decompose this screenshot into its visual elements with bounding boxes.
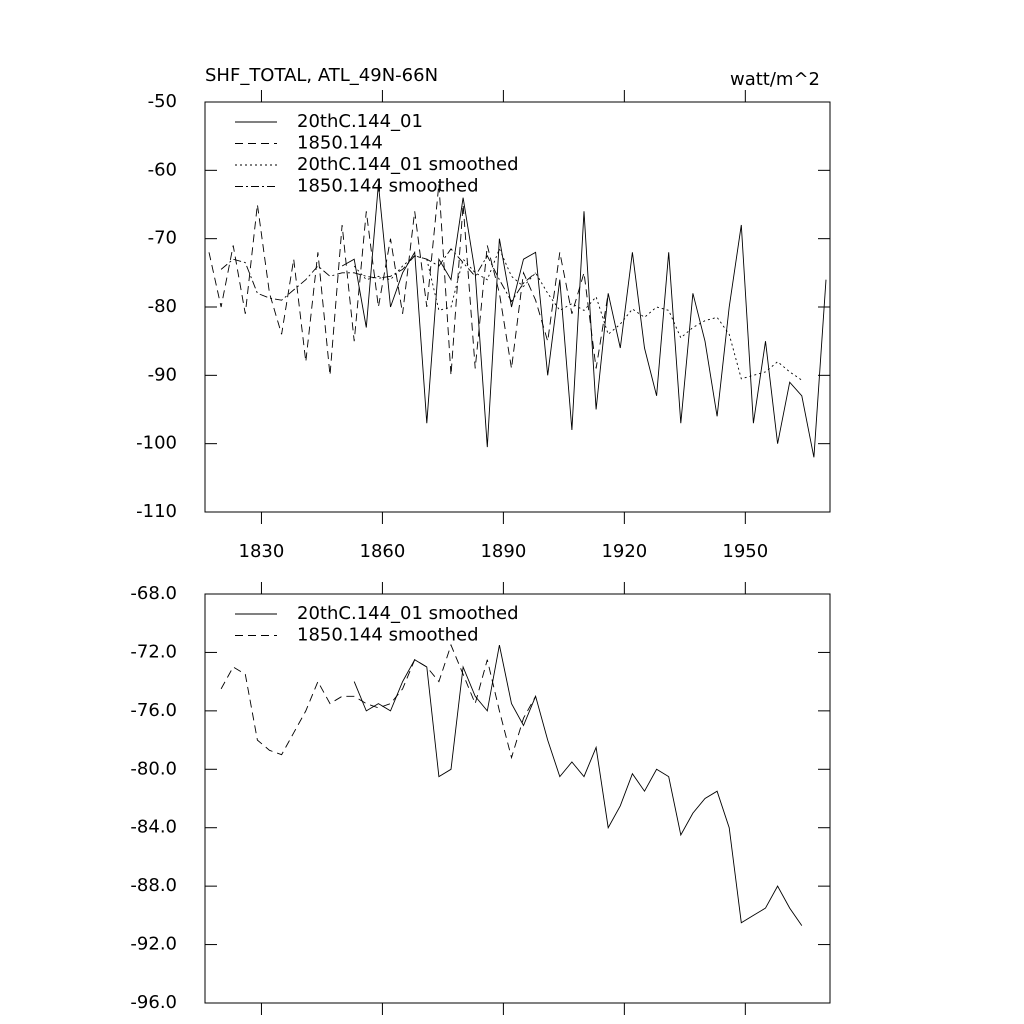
x-tick-label: 1860 bbox=[360, 541, 406, 562]
x-tick-label: 1950 bbox=[722, 541, 768, 562]
y-tick-label: -50 bbox=[148, 91, 177, 112]
legend-label: 20thC.144_01 smoothed bbox=[297, 154, 519, 175]
y-tick-label: -90 bbox=[148, 364, 177, 385]
y-tick-label: -110 bbox=[136, 501, 177, 522]
y-tick-label: -88.0 bbox=[130, 875, 177, 896]
y-tick-label: -60 bbox=[148, 159, 177, 180]
series-line bbox=[220, 248, 536, 303]
x-tick-label: 1830 bbox=[239, 541, 285, 562]
series-line bbox=[208, 183, 609, 376]
y-tick-label: -96.0 bbox=[130, 992, 177, 1013]
series-line bbox=[353, 247, 803, 381]
legend-label: 1850.144 smoothed bbox=[297, 625, 479, 646]
legend-label: 1850.144 smoothed bbox=[297, 176, 479, 197]
legend-label: 20thC.144_01 smoothed bbox=[297, 603, 519, 624]
x-tick-label: 1890 bbox=[480, 541, 526, 562]
x-tick-label: 1920 bbox=[601, 541, 647, 562]
series-line bbox=[220, 643, 536, 760]
y-tick-label: -72.0 bbox=[130, 641, 177, 662]
chart-title: SHF_TOTAL, ATL_49N-66N bbox=[205, 65, 438, 86]
y-tick-label: -92.0 bbox=[130, 934, 177, 955]
y-tick-label: -76.0 bbox=[130, 700, 177, 721]
series-line bbox=[341, 183, 827, 458]
y-tick-label: -100 bbox=[136, 433, 177, 454]
legend-label: 20thC.144_01 bbox=[297, 111, 423, 132]
y-tick-label: -68.0 bbox=[130, 583, 177, 604]
unit-label: watt/m^2 bbox=[730, 69, 820, 90]
y-tick-label: -70 bbox=[148, 228, 177, 249]
y-tick-label: -80 bbox=[148, 296, 177, 317]
y-tick-label: -84.0 bbox=[130, 817, 177, 838]
plot-frame bbox=[204, 593, 831, 1004]
y-tick-label: -80.0 bbox=[130, 758, 177, 779]
legend-label: 1850.144 bbox=[297, 133, 383, 154]
series-line bbox=[353, 645, 803, 926]
